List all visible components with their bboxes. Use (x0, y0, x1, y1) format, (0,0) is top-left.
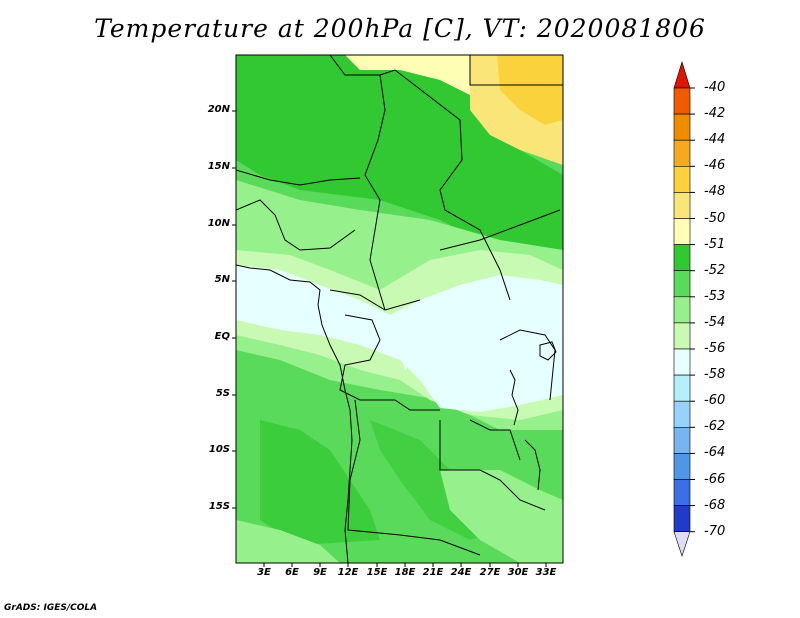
colorbar-segment (673, 113, 691, 141)
colorbar-label: -48 (704, 184, 726, 200)
lat-label-eq: EQ (214, 331, 230, 342)
colorbar-label: -68 (704, 497, 726, 513)
colorbar-segment (673, 296, 691, 324)
colorbar-segment (673, 244, 691, 272)
colorbar-label: -70 (704, 523, 726, 539)
map-title: Temperature at 200hPa [C], VT: 202008180… (94, 14, 706, 43)
colorbar-top-triangle (673, 60, 691, 89)
lon-label-33e: 33E (535, 567, 557, 578)
lon-label-18e: 18E (394, 567, 416, 578)
colorbar-bottom-triangle (673, 531, 691, 557)
colorbar-label: -50 (704, 210, 726, 226)
colorbar-label: -40 (704, 80, 726, 95)
colorbar-label: -64 (704, 445, 726, 461)
lat-label-5n: 5N (214, 274, 230, 285)
lat-ticks (232, 110, 236, 509)
colorbar-label: -56 (704, 341, 726, 356)
colorbar-segment (673, 453, 691, 480)
colorbar-label: -62 (704, 419, 726, 435)
lon-label-21e: 21E (422, 567, 444, 578)
colorbar-label: -46 (704, 158, 726, 174)
temperature-field (236, 55, 563, 563)
lat-label-15n: 15N (207, 161, 230, 172)
lon-label-24e: 24E (450, 567, 472, 578)
colorbar-segment (673, 87, 691, 115)
lon-label-27e: 27E (479, 567, 501, 578)
colorbar-segment (673, 400, 691, 428)
colorbar-segment (673, 322, 691, 350)
colorbar-label: -54 (704, 314, 726, 330)
colorbar-segment (673, 218, 691, 245)
lat-label-15s: 15S (208, 501, 230, 512)
colorbar-label: -66 (704, 471, 726, 487)
colorbar-segment (673, 479, 691, 506)
lon-label-6e: 6E (285, 567, 299, 578)
map-frame (235, 54, 564, 564)
lon-label-9e: 9E (313, 567, 327, 578)
colorbar-segment (673, 139, 691, 167)
colorbar-label: -52 (704, 262, 726, 278)
lon-label-3e: 3E (257, 567, 271, 578)
credit-text: GrADS: IGES/COLA (4, 603, 98, 613)
colorbar-segment (673, 374, 691, 402)
colorbar-label: -53 (704, 288, 726, 304)
lat-label-5s: 5S (215, 388, 230, 399)
lon-label-15e: 15E (366, 567, 388, 578)
colorbar-segment (673, 270, 691, 298)
colorbar (673, 60, 695, 557)
colorbar-segment (673, 426, 691, 454)
colorbar-label: -44 (704, 132, 726, 148)
colorbar-segment (673, 348, 691, 376)
colorbar-segment (673, 192, 691, 219)
colorbar-label: -58 (704, 367, 726, 383)
lon-label-30e: 30E (507, 567, 529, 578)
colorbar-label: -60 (704, 393, 726, 409)
colorbar-label: -51 (704, 236, 726, 252)
lat-label-10s: 10S (208, 444, 230, 455)
lon-label-12e: 12E (337, 567, 359, 578)
country-borders (236, 55, 563, 563)
colorbar-segment (673, 166, 691, 193)
lat-label-20n: 20N (207, 104, 230, 115)
lat-label-10n: 10N (207, 218, 230, 229)
colorbar-segment (673, 505, 691, 533)
colorbar-label: -42 (704, 106, 726, 122)
lon-ticks (263, 563, 547, 567)
